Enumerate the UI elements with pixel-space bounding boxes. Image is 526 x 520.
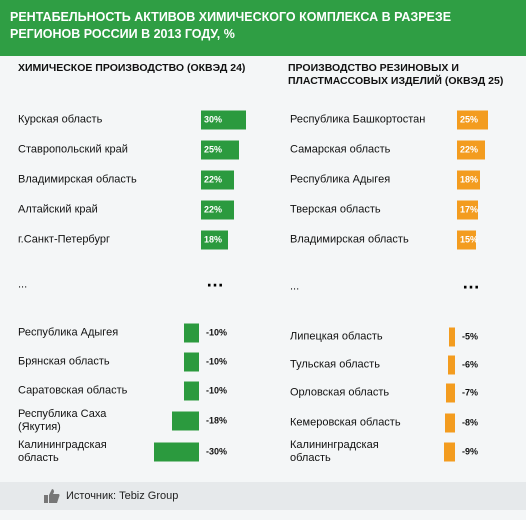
bar	[184, 381, 199, 401]
value-label: -8%	[462, 417, 479, 428]
chart-title: ПРОИЗВОДСТВО РЕЗИНОВЫХ И ПЛАСТМАССОВЫХ И…	[288, 62, 504, 87]
category-label: ...	[18, 278, 28, 291]
category-label: Кемеровская область	[290, 416, 401, 429]
category-label: Алтайский край	[18, 203, 98, 216]
value-label: 15%	[460, 234, 479, 245]
bar	[184, 352, 199, 372]
bar	[457, 200, 479, 220]
value-label: -7%	[462, 387, 479, 398]
value-label: -6%	[462, 359, 479, 370]
value-label: 22%	[460, 144, 479, 155]
value-label: 18%	[460, 174, 479, 185]
bar	[201, 110, 246, 130]
value-label: -18%	[206, 415, 228, 426]
category-label: Саратовская область	[18, 384, 128, 397]
bar	[201, 170, 234, 190]
value-label: 18%	[204, 234, 223, 245]
value-label: -10%	[206, 356, 228, 367]
bar	[201, 230, 228, 250]
chart-title: ХИМИЧЕСКОЕ ПРОИЗВОДСТВО (ОКВЭД 24)	[18, 62, 246, 74]
bar	[184, 323, 199, 343]
footer	[0, 482, 526, 510]
source: Источник: Tebiz Group	[66, 490, 179, 502]
value-label: 22%	[204, 204, 223, 215]
value-label: 25%	[460, 114, 479, 125]
bar	[457, 110, 489, 130]
value-label: -30%	[206, 446, 228, 457]
bar	[457, 230, 476, 250]
bar	[445, 413, 455, 433]
category-label: Брянская область	[18, 355, 110, 368]
category-label: Орловская область	[290, 386, 390, 399]
category-label: Республика Адыгея	[18, 326, 119, 339]
category-label: Ставропольский край	[18, 143, 128, 156]
category-label: Липецкая область	[290, 330, 383, 343]
category-label: Республика Саха (Якутия)	[18, 408, 107, 433]
category-label: Владимирская область	[290, 233, 409, 246]
value-label: 25%	[204, 144, 223, 155]
value-label: -10%	[206, 385, 228, 396]
bar	[446, 383, 455, 403]
bar	[447, 355, 455, 375]
value-label: 17%	[460, 204, 479, 215]
bar	[457, 170, 480, 190]
category-label: Республика Башкортостан	[290, 113, 426, 126]
value-label: -5%	[462, 331, 479, 342]
category-label: Курская область	[18, 113, 103, 126]
bar	[172, 411, 199, 431]
category-label: Тверская область	[290, 203, 381, 216]
category-label: Республика Адыгея	[290, 173, 391, 186]
value-label: -9%	[462, 446, 479, 457]
header: РЕНТАБЕЛЬНОСТЬ АКТИВОВ ХИМИЧЕСКОГО КОМПЛ…	[0, 0, 526, 56]
category-label: ...	[290, 280, 300, 293]
gap-label: …	[462, 272, 480, 293]
category-label: Владимирская область	[18, 173, 137, 186]
category-label: г.Санкт-Петербург	[18, 233, 110, 246]
category-label: Калининградская область	[290, 439, 379, 464]
bar	[201, 140, 239, 160]
category-label: Калининградская область	[18, 439, 107, 464]
bar	[154, 442, 199, 462]
value-label: 30%	[204, 114, 223, 125]
category-label: Тульская область	[290, 358, 380, 371]
thumb-icon	[44, 489, 60, 503]
category-label: Самарская область	[290, 143, 391, 156]
value-label: -10%	[206, 327, 228, 338]
gap-label: …	[206, 270, 224, 291]
value-label: 22%	[204, 174, 223, 185]
title: РЕНТАБЕЛЬНОСТЬ АКТИВОВ ХИМИЧЕСКОГО КОМПЛ…	[10, 10, 452, 41]
bar	[201, 200, 234, 220]
bar	[443, 442, 455, 462]
bar	[457, 140, 485, 160]
bar	[448, 327, 455, 347]
